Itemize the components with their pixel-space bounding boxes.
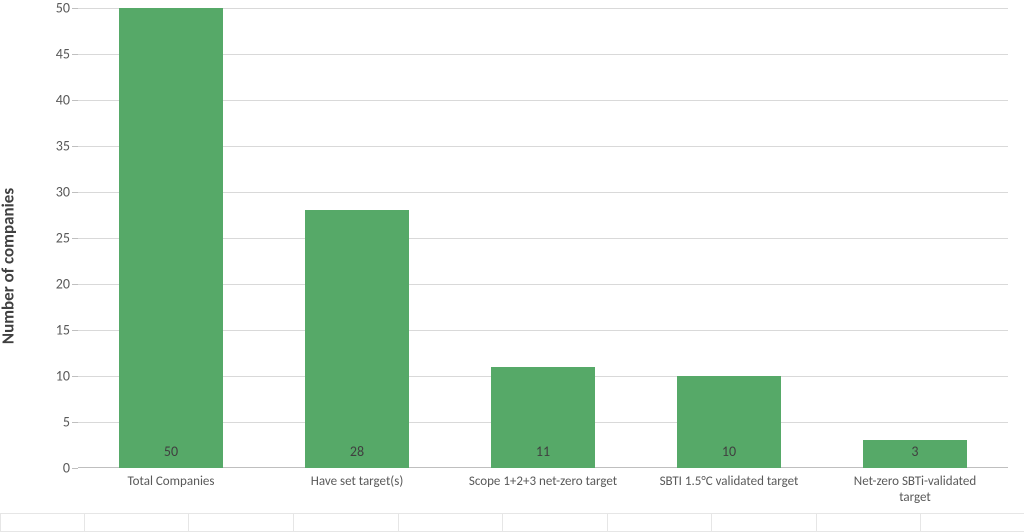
footer-row-line: [0, 513, 1024, 514]
bars-group: 50 28 11 10 3: [78, 8, 1008, 468]
x-category-label: Net-zero SBTi-validatedtarget: [822, 474, 1008, 507]
bar-value-label: 10: [722, 443, 736, 460]
bar: 50: [119, 8, 223, 468]
footer-col-tick: [84, 513, 85, 531]
bar: 28: [305, 210, 409, 468]
x-category-label: SBTI 1.5°C validated target: [636, 474, 822, 490]
bar-value-label: 50: [164, 443, 178, 460]
plot-area: 05101520253035404550502811103: [78, 8, 1008, 468]
y-tick-label: 45: [56, 46, 78, 63]
footer-col-tick: [293, 513, 294, 531]
footer-col-tick: [398, 513, 399, 531]
bar-value-label: 11: [536, 443, 550, 460]
bar: 3: [863, 440, 967, 468]
footer-col-tick: [607, 513, 608, 531]
x-category-label: Scope 1+2+3 net-zero target: [450, 474, 636, 490]
footer-col-tick: [816, 513, 817, 531]
y-tick-label: 40: [56, 92, 78, 109]
y-tick-label: 0: [63, 460, 78, 477]
y-tick-label: 50: [56, 0, 78, 17]
footer-col-tick: [0, 513, 1, 531]
x-category-label: Have set target(s): [264, 474, 450, 490]
y-tick-label: 30: [56, 184, 78, 201]
footer-col-tick: [502, 513, 503, 531]
bar: 10: [677, 376, 781, 468]
y-axis-title: Number of companies: [0, 188, 19, 344]
footer-col-tick: [711, 513, 712, 531]
bar-value-label: 3: [911, 443, 918, 460]
footer-col-tick: [188, 513, 189, 531]
footer-col-tick: [920, 513, 921, 531]
companies-targets-bar-chart: Number of companies 05101520253035404550…: [0, 0, 1024, 532]
y-tick-label: 20: [56, 276, 78, 293]
y-tick-label: 10: [56, 368, 78, 385]
bar: 11: [491, 367, 595, 468]
x-category-label: Total Companies: [78, 474, 264, 490]
y-tick-label: 35: [56, 138, 78, 155]
y-tick-label: 5: [63, 414, 78, 431]
y-tick-label: 25: [56, 230, 78, 247]
bar-value-label: 28: [350, 443, 364, 460]
y-tick-label: 15: [56, 322, 78, 339]
